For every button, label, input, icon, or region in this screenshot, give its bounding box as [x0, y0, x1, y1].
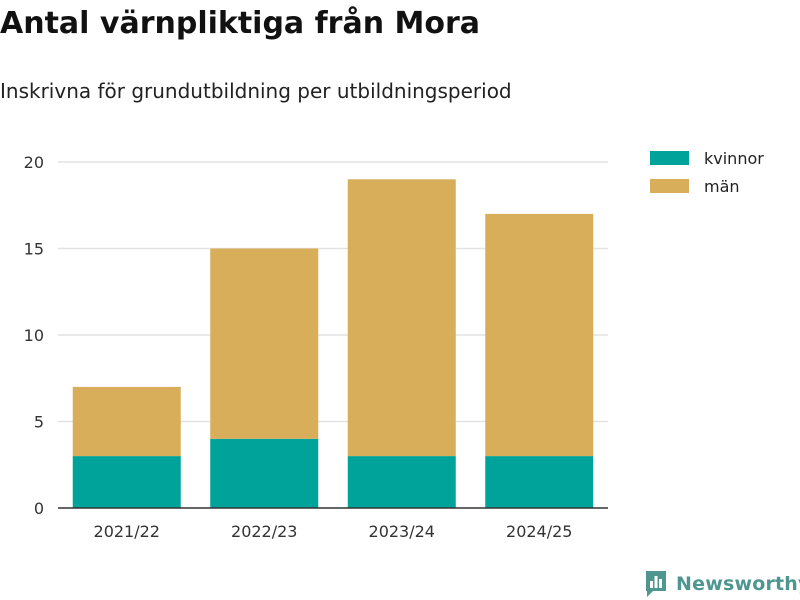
y-tick-label: 0 — [34, 499, 44, 518]
legend-swatch-kvinnor — [650, 151, 689, 165]
chart-subtitle: Inskrivna för grundutbildning per utbild… — [0, 79, 512, 103]
x-tick-label: 2021/22 — [94, 522, 160, 541]
x-tick-label: 2022/23 — [231, 522, 297, 541]
bar-kvinnor-2 — [347, 456, 456, 508]
y-tick-label: 10 — [24, 326, 44, 345]
newsworthy-logo-text: Newsworthy — [676, 573, 800, 595]
bar-man-0 — [72, 386, 181, 457]
y-tick-label: 15 — [24, 240, 44, 259]
y-tick-label: 5 — [34, 413, 44, 432]
newsworthy-logo: Newsworthy — [644, 569, 800, 599]
bar-kvinnor-3 — [485, 456, 594, 508]
bar-man-2 — [347, 179, 456, 457]
chart-title: Antal värnpliktiga från Mora — [0, 6, 481, 41]
x-tick-label: 2024/25 — [506, 522, 572, 541]
bar-kvinnor-1 — [210, 438, 319, 508]
x-tick-label: 2023/24 — [369, 522, 435, 541]
legend-label-man: män — [704, 177, 740, 196]
bar-kvinnor-0 — [72, 456, 181, 508]
y-tick-label: 20 — [24, 153, 44, 172]
newsworthy-logo-icon — [646, 571, 666, 597]
bar-man-1 — [210, 248, 319, 439]
legend-swatch-man — [650, 179, 689, 193]
bar-man-3 — [485, 213, 594, 457]
legend-label-kvinnor: kvinnor — [704, 149, 764, 168]
